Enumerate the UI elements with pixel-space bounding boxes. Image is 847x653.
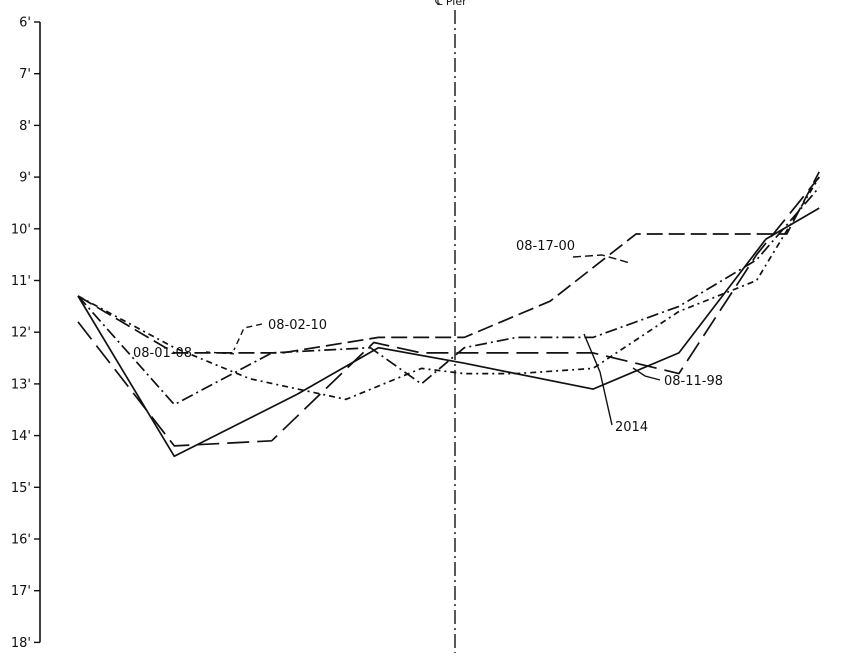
y-tick-label: 7' (19, 67, 31, 82)
y-tick-label: 15' (11, 481, 31, 496)
y-tick-label: 14' (11, 429, 31, 444)
leader-08-17-00 (572, 254, 631, 264)
leader-08-11-98 (632, 367, 661, 381)
series-label-08-17-00: 08-17-00 (516, 239, 575, 254)
series-labels: 08-17-00 08-02-10 08-01-08 08-11-98 2014 (133, 239, 723, 435)
y-tick-label: 6' (19, 16, 31, 31)
series-label-08-11-98: 08-11-98 (664, 374, 723, 389)
y-tick-label: 9' (19, 171, 31, 186)
series-label-08-01-08: 08-01-08 (133, 346, 192, 361)
series-label-08-02-10: 08-02-10 (268, 318, 327, 333)
y-tick-label: 11' (11, 274, 31, 289)
series-lines (77, 171, 820, 458)
y-tick-label: 8' (19, 119, 31, 134)
y-tick-label: 10' (11, 222, 31, 237)
series-line-2014 (77, 207, 820, 458)
leader-08-02-10 (233, 323, 263, 351)
y-axis: 6' 7' 8' 9' 10' 11' 12' 13' 14' 15' 16' 17' 18' (11, 16, 41, 651)
y-tick-label: 12' (11, 326, 31, 341)
y-tick-label: 18' (11, 636, 31, 651)
series-line-08-01-08 (77, 176, 820, 401)
pier-centerline: ℄ Pier (434, 0, 467, 653)
y-tick-label: 16' (11, 533, 31, 548)
series-line-08-17-00 (77, 171, 820, 354)
series-label-2014: 2014 (615, 420, 648, 435)
series-line-08-11-98 (77, 176, 820, 447)
y-tick-label: 17' (11, 584, 31, 599)
leader-08-01-08 (205, 351, 237, 355)
leader-2014 (583, 333, 613, 426)
series-line-08-02-10 (77, 186, 820, 406)
centerline-label: ℄ Pier (434, 0, 467, 8)
y-tick-label: 13' (11, 377, 31, 392)
